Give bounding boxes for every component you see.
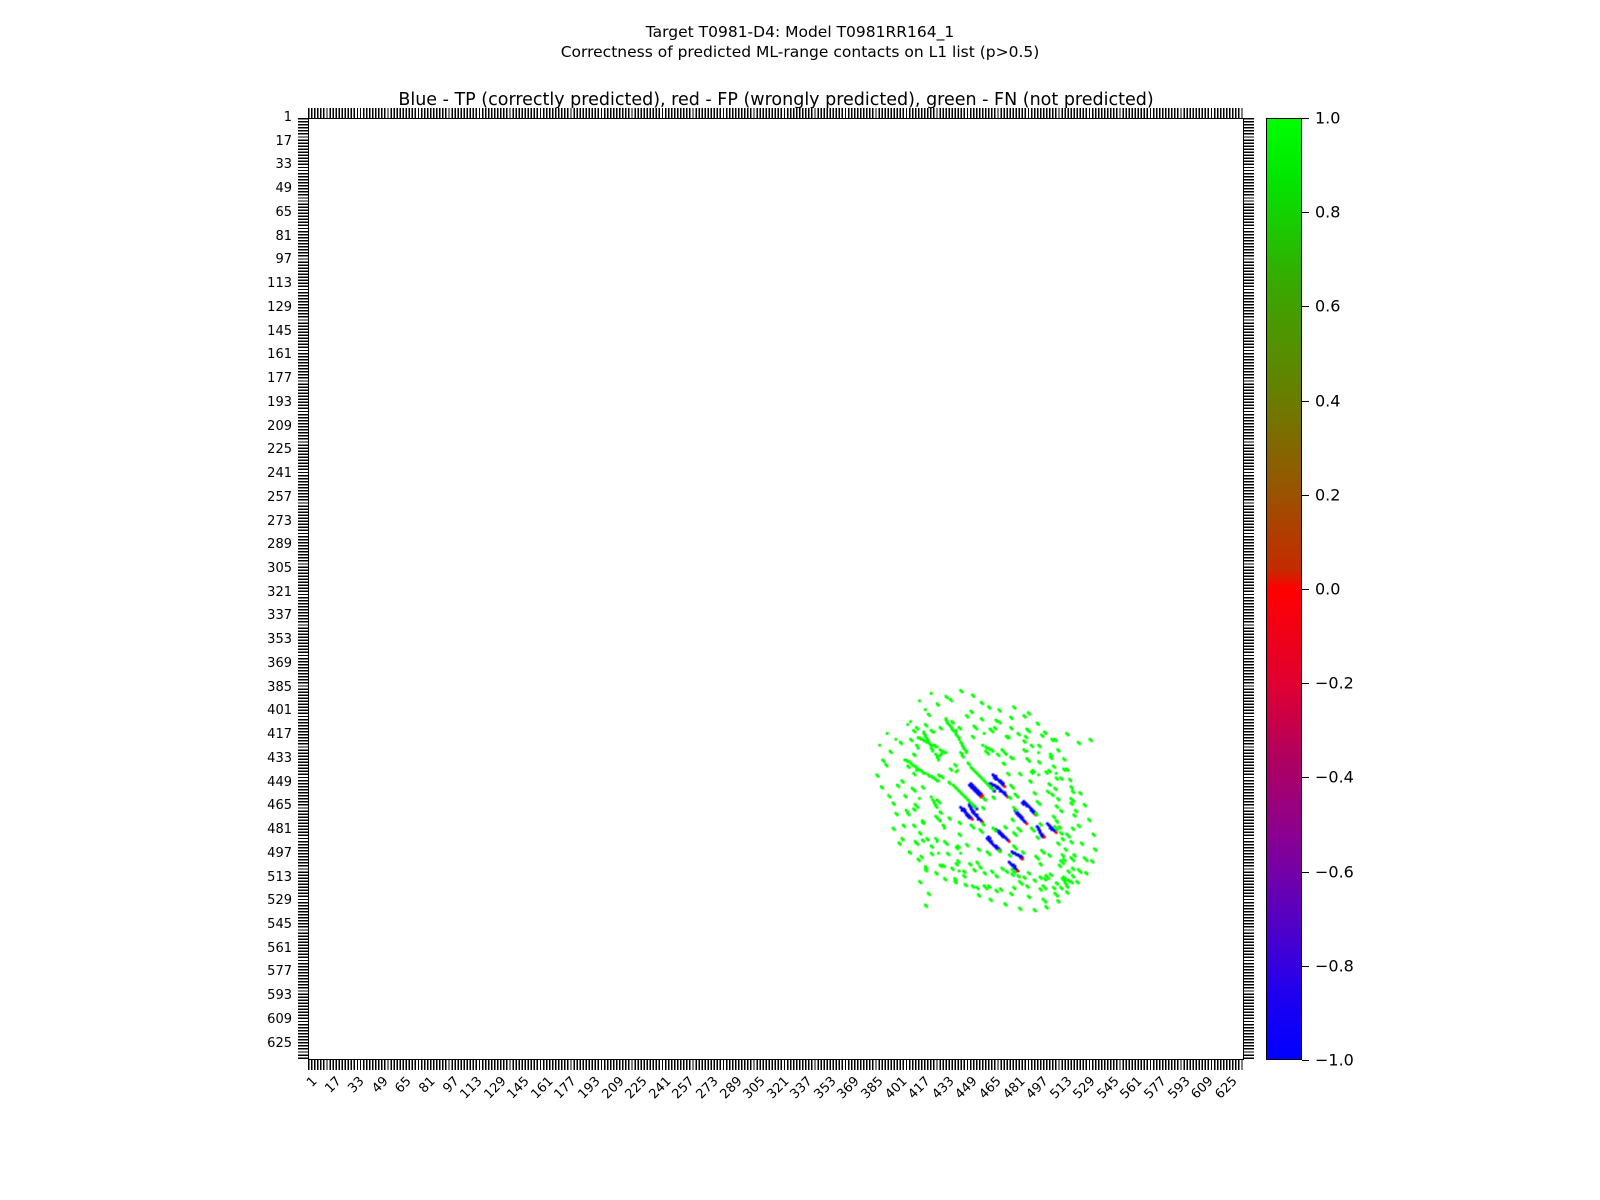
title-line-1: Target T0981-D4: Model T0981RR164_1 bbox=[645, 23, 955, 41]
colorbar-tick-label: 0.8 bbox=[1315, 202, 1341, 222]
colorbar-tick bbox=[1302, 494, 1309, 496]
y-tick-label: 561 bbox=[267, 940, 292, 956]
title-line-2: Correctness of predicted ML-range contac… bbox=[560, 43, 1040, 61]
y-tick-label: 49 bbox=[275, 181, 292, 197]
colorbar-tick bbox=[1302, 118, 1309, 119]
colorbar-tick bbox=[1302, 871, 1309, 873]
y-tick-label: 609 bbox=[267, 1011, 292, 1027]
colorbar-tick-label: −0.2 bbox=[1315, 673, 1354, 693]
y-tick-label: 161 bbox=[267, 347, 292, 363]
contact-map-plot-area[interactable] bbox=[308, 118, 1244, 1060]
y-tick-label: 625 bbox=[267, 1035, 292, 1051]
colorbar-tick-label: 0.6 bbox=[1315, 296, 1341, 316]
y-tick-label: 433 bbox=[267, 750, 292, 766]
colorbar-tick-label: 0.2 bbox=[1315, 485, 1341, 505]
y-tick-label: 481 bbox=[267, 822, 292, 838]
y-tick-label: 369 bbox=[267, 655, 292, 671]
y-tick-label: 257 bbox=[267, 489, 292, 505]
legend-description: Blue - TP (correctly predicted), red - F… bbox=[398, 90, 1154, 110]
colorbar-tick bbox=[1302, 965, 1309, 967]
y-tick-label: 241 bbox=[267, 466, 292, 482]
y-tick-label: 545 bbox=[267, 917, 292, 932]
y-tick-label: 273 bbox=[267, 513, 292, 529]
y-axis-minor-ticks bbox=[298, 118, 308, 1060]
y-tick-label: 529 bbox=[267, 893, 292, 909]
colorbar-tick-label: −0.4 bbox=[1315, 767, 1354, 787]
colorbar-tick-label: −1.0 bbox=[1315, 1050, 1354, 1070]
colorbar-tick bbox=[1302, 589, 1309, 590]
colorbar-tick bbox=[1302, 400, 1309, 402]
colorbar-tick-label: 0.0 bbox=[1315, 579, 1341, 599]
colorbar-gradient bbox=[1266, 118, 1302, 1060]
colorbar-tick bbox=[1302, 777, 1309, 779]
colorbar-tick bbox=[1302, 212, 1309, 214]
y-axis-right-minor-ticks bbox=[1244, 118, 1254, 1060]
y-tick-label: 497 bbox=[267, 845, 292, 861]
y-tick-label: 97 bbox=[275, 252, 292, 268]
colorbar-tick-label: 1.0 bbox=[1315, 108, 1341, 128]
y-tick-label: 1 bbox=[283, 110, 292, 125]
y-tick-label: 145 bbox=[267, 323, 292, 339]
y-axis-tick-labels: 1 17 33 49 65 81 97 113 129 145 161 177 193 209 225 241… bbox=[0, 0, 296, 1200]
y-tick-label: 337 bbox=[267, 608, 292, 624]
y-tick-label: 289 bbox=[267, 537, 292, 553]
contact-map-data-layer bbox=[309, 119, 1243, 1059]
y-tick-label: 401 bbox=[267, 703, 292, 719]
colorbar: 1.0 0.8 0.6 0.4 0.2 0.0 −0.2 −0.4 −0.6 −0.8 −1.0 bbox=[1266, 109, 1354, 1070]
y-tick-label: 449 bbox=[267, 774, 292, 790]
y-tick-label: 513 bbox=[267, 869, 292, 885]
y-tick-label: 193 bbox=[267, 394, 292, 410]
y-tick-label: 113 bbox=[267, 276, 292, 292]
colorbar-tick-label: 0.4 bbox=[1315, 391, 1341, 411]
y-tick-label: 465 bbox=[267, 798, 292, 814]
y-tick-label: 353 bbox=[267, 632, 292, 648]
y-tick-label: 129 bbox=[267, 299, 292, 315]
y-tick-label: 17 bbox=[275, 133, 292, 149]
colorbar-tick bbox=[1302, 1060, 1309, 1061]
colorbar-tick bbox=[1302, 306, 1309, 308]
colorbar-tick-label: −0.6 bbox=[1315, 862, 1354, 882]
colorbar-tick bbox=[1302, 683, 1309, 685]
y-tick-label: 177 bbox=[267, 371, 292, 387]
y-tick-label: 65 bbox=[275, 204, 292, 220]
x-axis-minor-ticks bbox=[308, 1060, 1244, 1070]
y-tick-label: 321 bbox=[267, 584, 292, 600]
figure-title: Target T0981-D4: Model T0981RR164_1 Corr… bbox=[0, 22, 1600, 62]
y-tick-label: 385 bbox=[267, 679, 292, 695]
y-tick-label: 305 bbox=[267, 560, 292, 576]
y-tick-label: 209 bbox=[267, 418, 292, 434]
y-tick-label: 593 bbox=[267, 988, 292, 1004]
y-tick-label: 225 bbox=[267, 442, 292, 458]
y-tick-label: 81 bbox=[275, 228, 292, 244]
y-tick-label: 33 bbox=[275, 157, 292, 173]
x-axis-top-minor-ticks bbox=[308, 108, 1244, 118]
colorbar-tick-label: −0.8 bbox=[1315, 956, 1354, 976]
y-tick-label: 417 bbox=[267, 727, 292, 743]
y-tick-label: 577 bbox=[267, 964, 292, 980]
